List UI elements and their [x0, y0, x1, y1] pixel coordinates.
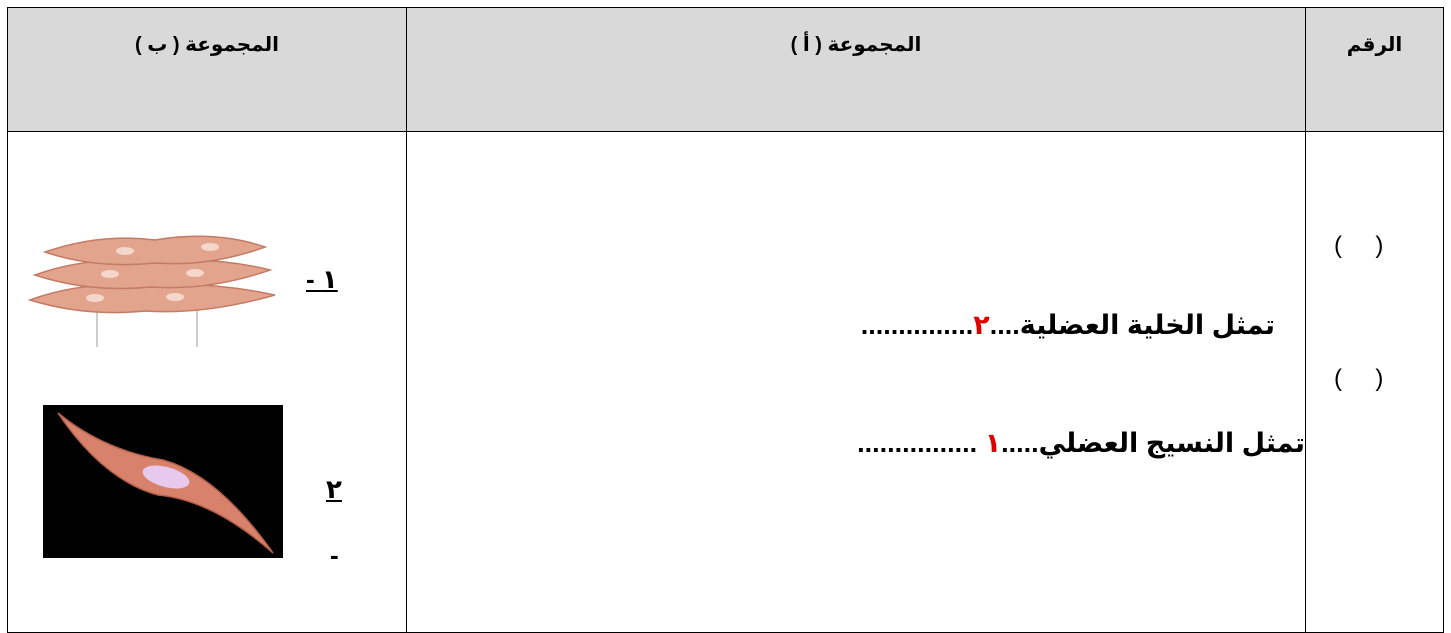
header-text: المجموعة ( ب ) [134, 34, 279, 56]
statement-text: تمثل النسيج العضلي..... [1001, 428, 1305, 458]
statement-text: تمثل الخلية العضلية.... [989, 310, 1275, 340]
header-cell [7, 7, 407, 132]
statement-dots: ............... [860, 310, 974, 340]
statement: تمثل النسيج العضلي.....١ ...............… [857, 428, 1305, 459]
body-cell [406, 131, 1306, 633]
item-label: ١ - [306, 264, 338, 294]
header-text: المجموعة ( أ ) [790, 34, 922, 56]
answer-number: ٢ [973, 310, 990, 340]
item-dash: - [330, 540, 339, 570]
cell-image [43, 405, 283, 558]
statement-dots: ................ [857, 428, 985, 458]
header-text: الرقم [1346, 34, 1403, 56]
statement: تمثل الخلية العضلية....٢............... [861, 310, 1275, 341]
header-cell [1305, 7, 1444, 132]
header-cell [406, 7, 1306, 132]
answer-blank: ( ) [1334, 232, 1384, 259]
answer-number: ١ [984, 428, 1002, 458]
item-label: ٢ [326, 474, 342, 504]
tissue-image [27, 235, 276, 347]
answer-blank: ( ) [1334, 365, 1384, 392]
